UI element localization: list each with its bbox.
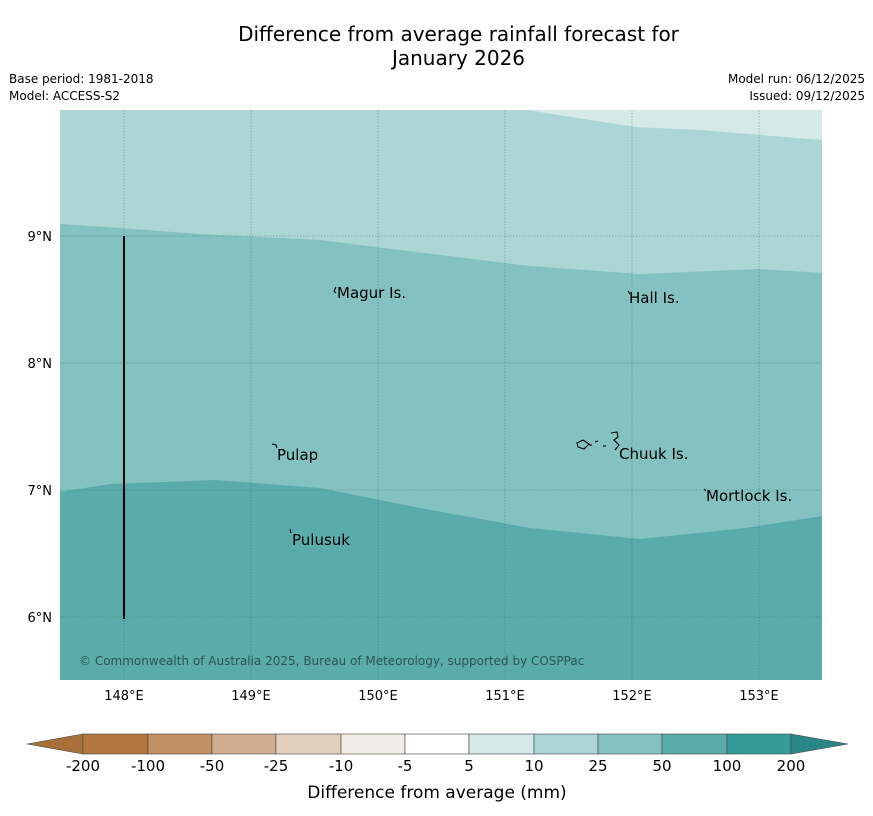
lon-tick-152e: 152°E bbox=[612, 689, 652, 704]
pulusuk-island-shape bbox=[289, 528, 292, 534]
colorbar bbox=[26, 733, 849, 755]
lat-tick-9n: 9°N bbox=[28, 230, 53, 245]
chuuk-island-shape-3 bbox=[594, 440, 599, 443]
info-right: Model run: 06/12/2025 Issued: 09/12/2025 bbox=[728, 71, 865, 105]
colorbar-bin-7 bbox=[468, 733, 535, 755]
lon-tick-151e: 151°E bbox=[485, 689, 525, 704]
colorbar-tick-label: -50 bbox=[200, 757, 225, 775]
place-label-chuuk: Chuuk Is. bbox=[619, 445, 688, 463]
colorbar-extend-low bbox=[26, 733, 84, 755]
colorbar-axis-label: Difference from average (mm) bbox=[307, 783, 566, 803]
colorbar-bin-2 bbox=[147, 733, 213, 755]
chart-title: Difference from average rainfall forecas… bbox=[0, 22, 873, 70]
lon-tick-labels: 148°E 149°E 150°E 151°E 152°E 153°E bbox=[104, 689, 779, 704]
colorbar-bin-9 bbox=[597, 733, 663, 755]
lon-tick-150e: 150°E bbox=[358, 689, 398, 704]
colorbar-tick-labels: -200 -100 -50 -25 -10 -5 5 10 25 50 100 … bbox=[66, 757, 805, 775]
colorbar-bin-11 bbox=[726, 733, 792, 755]
info-left: Base period: 1981-2018 Model: ACCESS-S2 bbox=[9, 71, 154, 105]
colorbar-bin-8 bbox=[533, 733, 599, 755]
map-area: Magur Is. Hall Is. Pulap Chuuk Is. Mortl… bbox=[60, 110, 822, 680]
model-text: Model: ACCESS-S2 bbox=[9, 89, 121, 103]
base-period-text: Base period: 1981-2018 bbox=[9, 72, 154, 86]
place-label-pulap: Pulap bbox=[277, 446, 318, 464]
colorbar-bin-6 bbox=[404, 733, 470, 755]
lon-tick-153e: 153°E bbox=[739, 689, 779, 704]
copyright-text: © Commonwealth of Australia 2025, Bureau… bbox=[79, 654, 584, 668]
colorbar-bin-4 bbox=[275, 733, 342, 755]
colorbar-tick-label: 100 bbox=[713, 757, 742, 775]
title-line-2: January 2026 bbox=[391, 46, 526, 70]
lon-tick-148e: 148°E bbox=[104, 689, 144, 704]
colorbar-tick-label: -5 bbox=[398, 757, 413, 775]
hall-island-shape bbox=[627, 290, 631, 295]
chuuk-island-shape-2 bbox=[610, 431, 620, 451]
colorbar-tick-label: -200 bbox=[66, 757, 100, 775]
place-label-mortlock: Mortlock Is. bbox=[706, 487, 792, 505]
colorbar-bin-1 bbox=[82, 733, 149, 755]
lat-tick-7n: 7°N bbox=[28, 484, 53, 499]
model-run-text: Model run: 06/12/2025 bbox=[727, 72, 865, 86]
title-line-1: Difference from average rainfall forecas… bbox=[238, 22, 679, 46]
colorbar-tick-label: 5 bbox=[464, 757, 474, 775]
colorbar-tick-label: 10 bbox=[524, 757, 543, 775]
colorbar-tick-label: 25 bbox=[588, 757, 607, 775]
band-50-100 bbox=[60, 480, 822, 680]
place-label-magur: Magur Is. bbox=[337, 284, 406, 302]
colorbar-bin-10 bbox=[661, 733, 728, 755]
colorbar-bin-5 bbox=[340, 733, 406, 755]
colorbar-tick-label: -10 bbox=[329, 757, 354, 775]
island-outlines bbox=[271, 286, 707, 534]
mortlock-island-shape bbox=[703, 488, 707, 492]
lat-tick-8n: 8°N bbox=[28, 357, 53, 372]
colorbar-bin-3 bbox=[211, 733, 277, 755]
lat-tick-6n: 6°N bbox=[28, 611, 53, 626]
issued-text: Issued: 09/12/2025 bbox=[749, 89, 865, 103]
chuuk-island-shape-1 bbox=[576, 439, 590, 450]
band-5-10 bbox=[527, 110, 822, 140]
place-labels: Magur Is. Hall Is. Pulap Chuuk Is. Mortl… bbox=[277, 284, 792, 549]
colorbar-tick-label: 50 bbox=[652, 757, 671, 775]
pulap-island-shape bbox=[271, 443, 278, 449]
colorbar-extend-high bbox=[790, 733, 849, 755]
lon-tick-149e: 149°E bbox=[231, 689, 271, 704]
magur-island-shape bbox=[333, 286, 337, 294]
colorbar-tick-label: -25 bbox=[264, 757, 289, 775]
place-label-hall: Hall Is. bbox=[629, 289, 680, 307]
lat-tick-labels: 9°N 8°N 7°N 6°N bbox=[28, 230, 53, 626]
colorbar-tick-label: -100 bbox=[131, 757, 165, 775]
place-label-pulusuk: Pulusuk bbox=[292, 531, 350, 549]
colorbar-tick-label: 200 bbox=[777, 757, 806, 775]
